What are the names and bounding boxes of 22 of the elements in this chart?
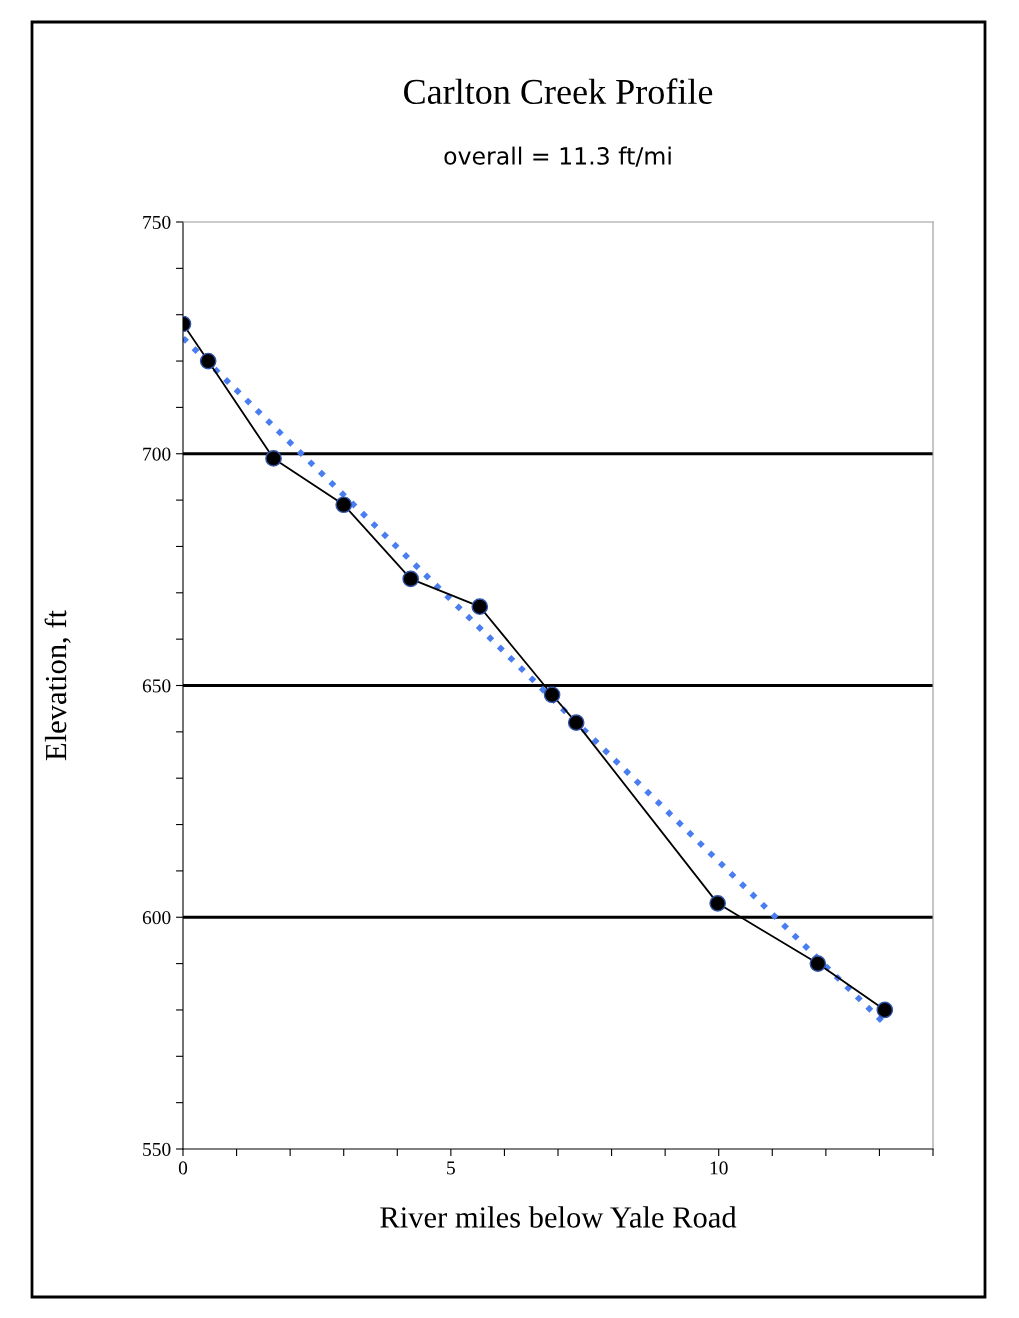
y-axis-title: Elevation, ft <box>44 610 71 761</box>
point <box>709 895 726 912</box>
point <box>809 955 827 972</box>
point <box>876 1001 894 1019</box>
point <box>471 598 489 616</box>
point <box>567 714 585 731</box>
point <box>543 686 561 704</box>
point <box>335 496 353 514</box>
y-tick-label: 700 <box>143 447 171 461</box>
y-tick-label: 750 <box>143 215 171 229</box>
x-tick-label: 5 <box>447 1161 455 1175</box>
point <box>265 450 282 467</box>
chart-title: Carlton Creek Profile <box>404 78 713 105</box>
point <box>402 570 420 588</box>
point <box>199 352 217 370</box>
chart-subtitle: overall = 11.3 ft/mi <box>444 146 671 167</box>
y-tick-label: 600 <box>142 911 171 925</box>
y-tick-label: 650 <box>142 679 171 693</box>
y-tick-label: 550 <box>143 1142 171 1156</box>
x-tick-label: 0 <box>178 1161 188 1175</box>
x-tick-label: 10 <box>710 1161 728 1175</box>
x-axis-title: River miles below Yale Road <box>380 1206 737 1228</box>
